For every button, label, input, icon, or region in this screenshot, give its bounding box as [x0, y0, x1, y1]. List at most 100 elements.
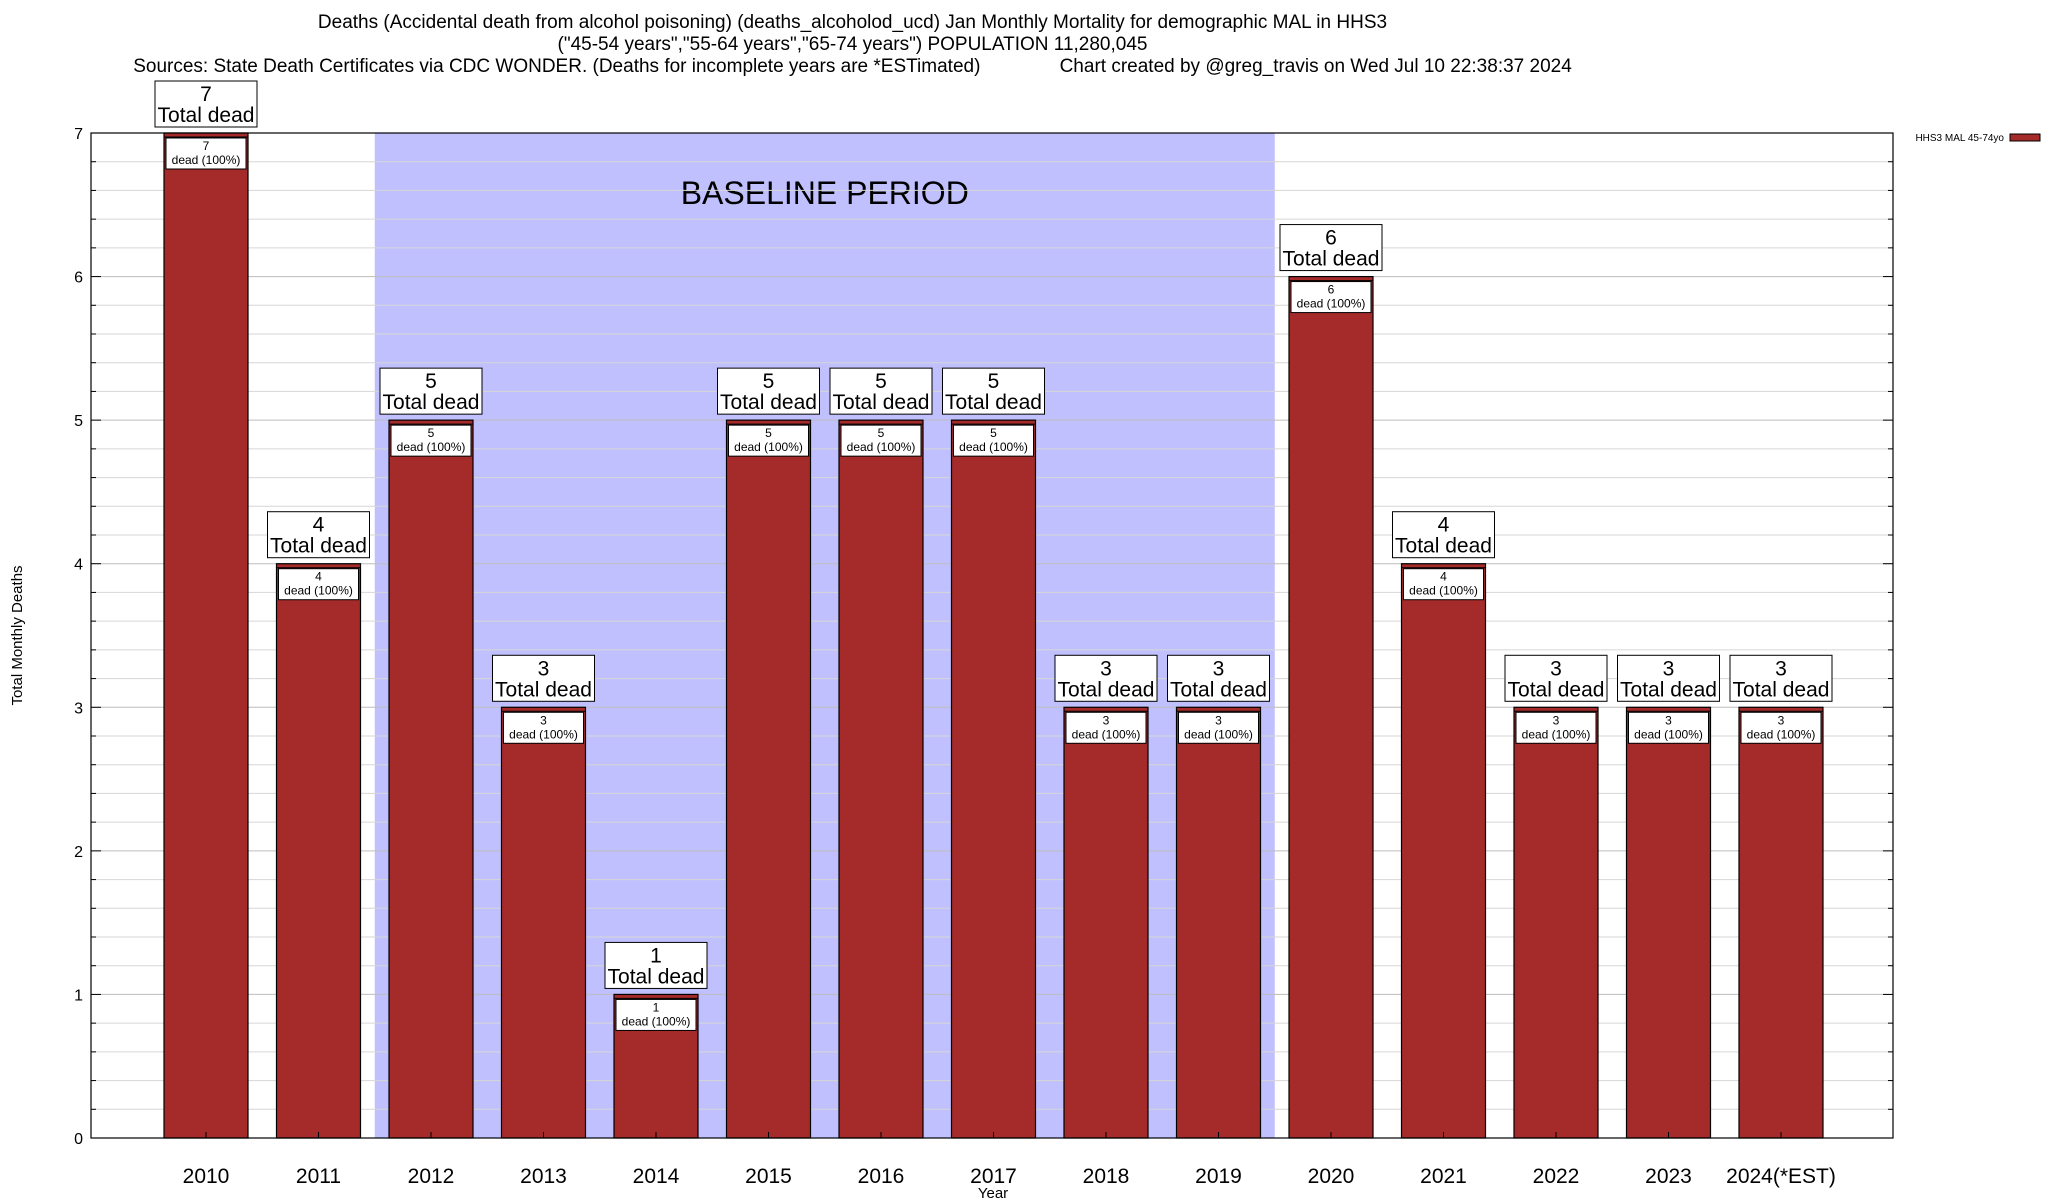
bar [1400, 563, 1487, 1139]
x-tick-label: 2020 [1308, 1165, 1355, 1188]
bar [950, 419, 1037, 1139]
total-label-box [604, 941, 708, 989]
y-tick-label: 0 [74, 1131, 83, 1148]
segment-caption-label: dead (100%) [1184, 727, 1253, 741]
total-label-box [1729, 654, 1833, 702]
total-caption-label: Total dead [1058, 678, 1155, 701]
segment-value-label: 6 [1328, 283, 1335, 297]
segment-caption-label: dead (100%) [1072, 727, 1141, 741]
segment-value-label: 3 [1103, 713, 1110, 727]
segment-label-box [1403, 568, 1484, 601]
total-value-label: 5 [988, 370, 1000, 393]
segment-label-box [1290, 281, 1372, 314]
total-label-box [1617, 654, 1720, 702]
total-caption-label: Total dead [1733, 678, 1830, 701]
total-label-box [492, 654, 595, 702]
total-label-box [267, 511, 370, 559]
total-caption-label: Total dead [608, 965, 705, 988]
legend-swatch [2009, 133, 2041, 142]
segment-value-label: 3 [1553, 713, 1560, 727]
segment-label-box [390, 424, 472, 457]
total-value-label: 4 [313, 514, 325, 537]
x-tick-label: 2012 [408, 1165, 455, 1188]
segment-value-label: 5 [990, 426, 997, 440]
total-label-box [1392, 511, 1495, 559]
plot-frame [90, 132, 1894, 1139]
total-value-label: 5 [763, 370, 775, 393]
chart-title-line-1: Deaths (Accidental death from alcohol po… [317, 12, 1388, 33]
bar [1513, 706, 1599, 1139]
segment-caption-label: dead (100%) [734, 440, 803, 454]
segment-label-box [503, 711, 584, 744]
bar [1625, 706, 1712, 1139]
segment-caption-label: dead (100%) [397, 440, 466, 454]
x-tick-label: 2021 [1420, 1165, 1467, 1188]
baseline-period-label: BASELINE PERIOD [681, 175, 969, 211]
x-tick-label: 2022 [1533, 1165, 1580, 1188]
total-caption-label: Total dead [495, 678, 592, 701]
total-value-label: 3 [1550, 657, 1562, 680]
segment-caption-label: dead (100%) [1409, 584, 1478, 598]
total-value-label: 1 [650, 944, 662, 967]
segment-caption-label: dead (100%) [1522, 727, 1591, 741]
segment-label-box [1515, 711, 1597, 744]
segment-value-label: 3 [1215, 713, 1222, 727]
bar [1738, 706, 1824, 1139]
total-value-label: 3 [1213, 657, 1225, 680]
segment-caption-label: dead (100%) [509, 727, 578, 741]
x-tick-label: 2019 [1195, 1165, 1242, 1188]
total-value-label: 3 [1663, 657, 1675, 680]
segment-caption-label: dead (100%) [959, 440, 1028, 454]
total-label-box [829, 367, 933, 415]
y-tick-label: 3 [74, 700, 83, 717]
total-caption-label: Total dead [383, 391, 480, 414]
segment-caption-label: dead (100%) [847, 440, 916, 454]
bar [1175, 706, 1262, 1139]
y-tick-label: 7 [74, 126, 83, 143]
total-caption-label: Total dead [1170, 678, 1267, 701]
segment-value-label: 3 [540, 713, 547, 727]
segment-caption-label: dead (100%) [1297, 297, 1366, 311]
total-value-label: 5 [425, 370, 437, 393]
segment-value-label: 4 [315, 570, 322, 584]
segment-value-label: 7 [203, 139, 210, 153]
total-label-box [1054, 654, 1158, 702]
x-tick-label: 2013 [520, 1165, 567, 1188]
total-caption-label: Total dead [270, 535, 367, 558]
segment-value-label: 1 [653, 1000, 660, 1014]
bar [163, 132, 249, 1139]
total-caption-label: Total dead [1395, 535, 1492, 558]
bar [1288, 275, 1374, 1139]
bar [725, 419, 812, 1139]
legend-label: HHS3 MAL 45-74yo [1915, 133, 2004, 144]
x-tick-label: 2024(*EST) [1726, 1165, 1836, 1188]
x-tick-label: 2010 [183, 1165, 230, 1188]
segment-label-box [1178, 711, 1259, 744]
total-label-box [1167, 654, 1270, 702]
total-value-label: 7 [200, 83, 212, 106]
total-value-label: 3 [1775, 657, 1787, 680]
y-axis-label: Total Monthly Deaths [9, 565, 26, 705]
x-tick-label: 2017 [970, 1165, 1017, 1188]
y-tick-label: 6 [74, 270, 83, 287]
x-axis-label: Year [978, 1185, 1008, 1200]
total-label-box [1504, 654, 1608, 702]
total-value-label: 3 [1100, 657, 1112, 680]
total-label-box [1279, 224, 1383, 272]
x-tick-label: 2018 [1083, 1165, 1130, 1188]
segment-value-label: 4 [1440, 570, 1447, 584]
total-label-box [154, 80, 258, 128]
total-caption-label: Total dead [720, 391, 817, 414]
chart-title-line-3: Sources: State Death Certificates via CD… [133, 56, 1572, 77]
total-label-box [717, 367, 820, 415]
total-value-label: 5 [875, 370, 887, 393]
total-caption-label: Total dead [1620, 678, 1717, 701]
segment-label-box [165, 137, 247, 170]
y-tick-label: 1 [74, 987, 83, 1004]
segment-label-box [1065, 711, 1147, 744]
bar [1063, 706, 1149, 1139]
total-caption-label: Total dead [1283, 248, 1380, 271]
segment-value-label: 5 [765, 426, 772, 440]
segment-caption-label: dead (100%) [1747, 727, 1816, 741]
